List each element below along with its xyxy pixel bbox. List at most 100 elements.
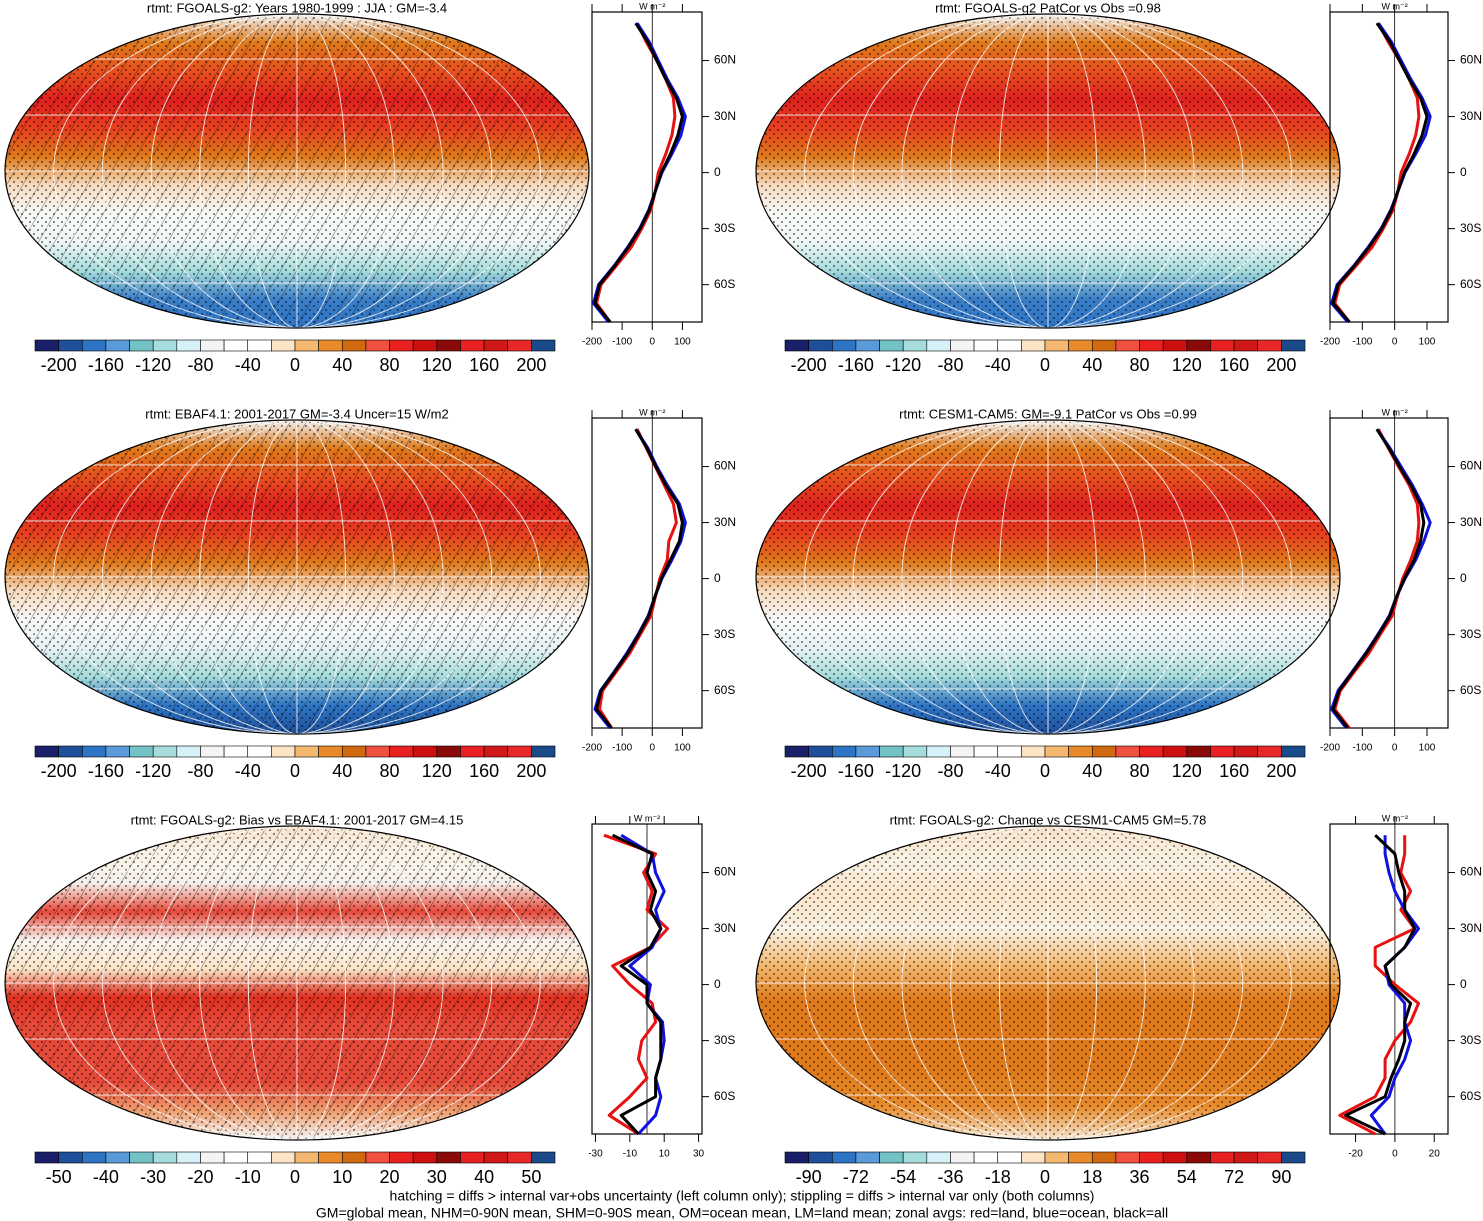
colorbar-box: [1044, 1151, 1069, 1164]
y-tick-label: 30N: [1460, 515, 1482, 529]
colorbar-box: [1257, 745, 1282, 758]
colorbar-box: [1162, 339, 1188, 352]
x-tick-label: 0: [1392, 743, 1398, 754]
map-outline: [755, 13, 1341, 329]
map-outline: [4, 419, 590, 735]
x-tick-label: -200: [582, 337, 602, 348]
x-tick-label: 30: [693, 1149, 705, 1160]
colorbar-box: [855, 745, 880, 758]
y-tick-label: 60N: [1460, 53, 1482, 67]
y-tick-label: 30S: [714, 627, 735, 641]
colorbar-box: [997, 339, 1022, 352]
colorbar-box: [460, 1151, 485, 1164]
colorbar-box: [58, 1151, 83, 1164]
colorbar-label: 0: [290, 1167, 300, 1187]
colorbar-box: [1115, 1151, 1140, 1164]
colorbar-label: 50: [521, 1167, 541, 1187]
colorbar-box: [200, 1151, 225, 1164]
y-tick-label: 60S: [714, 1089, 735, 1103]
profile-frame: [1329, 11, 1449, 323]
profile-unit: W m⁻²: [634, 813, 660, 823]
map: [756, 14, 1340, 328]
colorbar-box: [105, 339, 130, 352]
x-tick-label: 100: [674, 337, 691, 348]
colorbar-box: [1210, 1151, 1235, 1164]
colorbar-box: [271, 1151, 296, 1164]
profile-frame: [591, 11, 703, 323]
colorbar-box: [129, 339, 154, 352]
colorbar-label: 200: [1266, 761, 1296, 781]
x-tick-label: 100: [1419, 743, 1436, 754]
x-tick-label: 0: [649, 337, 655, 348]
y-tick-label: 60N: [714, 459, 736, 473]
colorbar-label: 90: [1271, 1167, 1291, 1187]
colorbar-box: [1281, 745, 1306, 758]
profile-frame: [591, 417, 703, 729]
map-outline: [4, 13, 590, 329]
zonal-profile: [1331, 428, 1426, 729]
colorbar-box: [973, 1151, 999, 1164]
colorbar-box: [34, 745, 59, 758]
colorbar-box: [531, 745, 556, 758]
colorbar-box: [1281, 1151, 1306, 1164]
colorbar-box: [412, 745, 438, 758]
y-tick-label: 60S: [1460, 683, 1481, 697]
colorbar-box: [247, 1151, 272, 1164]
colorbar-label: 40: [1082, 761, 1102, 781]
colorbar-label: -80: [187, 761, 213, 781]
colorbar-box: [271, 745, 296, 758]
zonal-profile: [1331, 22, 1429, 323]
y-tick-label: 30N: [1460, 921, 1482, 935]
colorbar-box: [223, 339, 249, 352]
colorbar-box: [1091, 745, 1117, 758]
profile-frame: [1329, 417, 1449, 729]
x-tick-label: 20: [1429, 1149, 1441, 1160]
colorbar-box: [223, 745, 249, 758]
colorbar-box: [1281, 339, 1306, 352]
y-tick-label: 60N: [1460, 459, 1482, 473]
y-tick-label: 60S: [714, 277, 735, 291]
colorbar-box: [271, 339, 296, 352]
colorbar-label: -54: [890, 1167, 916, 1187]
zonal-profile: [611, 833, 663, 1136]
colorbar-label: 40: [332, 761, 352, 781]
x-tick-label: -100: [612, 743, 632, 754]
colorbar-box: [436, 745, 461, 758]
colorbar-box: [483, 339, 509, 352]
colorbar-box: [1233, 1151, 1259, 1164]
x-tick-label: 0: [1392, 337, 1398, 348]
colorbar-box: [294, 1151, 319, 1164]
colorbar-box: [223, 1151, 249, 1164]
colorbar-box: [81, 339, 107, 352]
colorbar-box: [318, 745, 343, 758]
colorbar-label: -80: [937, 355, 963, 375]
colorbar-label: 160: [1219, 761, 1249, 781]
colorbar-box: [831, 339, 857, 352]
colorbar-box: [176, 339, 201, 352]
panel-title: rtmt: FGOALS-g2: Years 1980-1999 : JJA :…: [147, 0, 447, 15]
colorbar-box: [389, 745, 414, 758]
x-tick-label: -100: [612, 337, 632, 348]
colorbar-label: -200: [41, 761, 77, 781]
colorbar-box: [1139, 745, 1164, 758]
colorbar-box: [950, 339, 975, 352]
colorbar-label: 200: [516, 761, 546, 781]
colorbar-box: [507, 1151, 532, 1164]
colorbar-box: [483, 1151, 509, 1164]
colorbar-label: 200: [1266, 355, 1296, 375]
colorbar-label: 0: [290, 355, 300, 375]
colorbar-box: [34, 1151, 59, 1164]
colorbar-label: 40: [1082, 355, 1102, 375]
map: [756, 826, 1340, 1140]
colorbar-box: [105, 745, 130, 758]
colorbar-label: -40: [985, 355, 1011, 375]
colorbar-box: [808, 745, 833, 758]
colorbar-box: [341, 745, 367, 758]
colorbar-box: [200, 339, 225, 352]
colorbar-box: [1091, 339, 1117, 352]
colorbar-box: [318, 339, 343, 352]
colorbar-box: [784, 745, 809, 758]
colorbar-box: [1115, 745, 1140, 758]
colorbar-label: -160: [88, 355, 124, 375]
